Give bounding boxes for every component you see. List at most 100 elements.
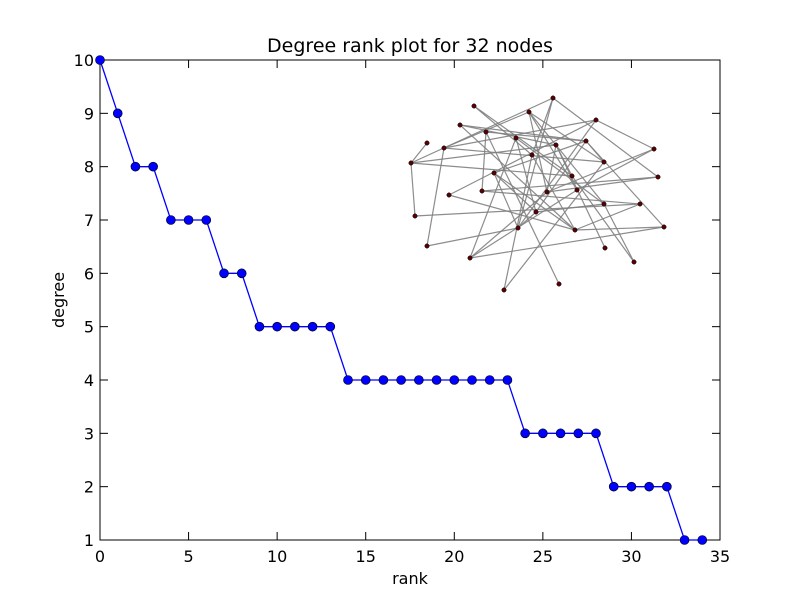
data-point xyxy=(343,375,353,385)
data-point xyxy=(644,481,654,492)
network-edge xyxy=(585,140,665,228)
data-point xyxy=(201,215,212,225)
y-tick-label: 6 xyxy=(84,264,94,283)
network-node xyxy=(583,138,589,144)
data-point xyxy=(697,535,708,545)
network-node xyxy=(602,245,608,251)
data-point xyxy=(272,321,282,332)
network-node xyxy=(526,109,532,115)
network-edge xyxy=(503,154,533,291)
network-node xyxy=(550,95,556,101)
y-tick-label: 10 xyxy=(74,51,94,70)
network-edge xyxy=(459,124,557,146)
network-edge xyxy=(576,148,655,191)
network-edge xyxy=(535,140,587,213)
network-node xyxy=(457,122,463,128)
network-node xyxy=(556,281,562,287)
network-node xyxy=(544,189,550,195)
network-node xyxy=(529,152,535,158)
y-tick-label: 1 xyxy=(84,531,94,550)
network-edge xyxy=(595,119,655,150)
data-point xyxy=(431,375,442,385)
network-node xyxy=(513,135,519,141)
network-node xyxy=(491,170,497,176)
network-edge xyxy=(517,97,554,229)
network-edge xyxy=(473,105,573,177)
network-edge xyxy=(493,172,576,231)
data-point xyxy=(166,215,176,225)
network-edge xyxy=(531,97,554,156)
x-tick-label: 0 xyxy=(95,547,105,566)
plot-area xyxy=(99,59,721,541)
network-edge xyxy=(443,119,597,149)
network-edge xyxy=(555,144,606,249)
data-point xyxy=(325,321,336,332)
y-tick-label: 8 xyxy=(84,158,94,177)
x-axis-label: rank xyxy=(392,569,429,588)
data-point xyxy=(307,321,318,332)
network-node xyxy=(408,160,414,166)
network-edge xyxy=(528,111,605,163)
network-edge xyxy=(485,131,587,142)
data-point xyxy=(555,428,566,439)
data-point xyxy=(360,375,371,385)
network-edge xyxy=(410,142,428,164)
network-edge xyxy=(528,111,605,205)
network-edge xyxy=(481,190,641,205)
x-tick-label: 15 xyxy=(356,547,376,566)
network-node xyxy=(661,224,667,230)
y-tick-label: 9 xyxy=(84,104,94,123)
data-point xyxy=(236,268,247,279)
data-point xyxy=(484,375,495,385)
network-edge xyxy=(459,124,576,231)
network-node xyxy=(441,145,447,151)
network-edge xyxy=(481,131,487,192)
network-edge xyxy=(493,172,537,213)
network-edge xyxy=(528,111,578,191)
network-node xyxy=(574,187,580,193)
data-point xyxy=(467,375,477,385)
network-edge xyxy=(448,194,576,231)
data-point xyxy=(130,161,141,172)
network-edge xyxy=(410,162,573,177)
data-point xyxy=(183,215,194,225)
data-point xyxy=(626,481,637,492)
network-node xyxy=(553,142,559,148)
x-tick-label: 25 xyxy=(533,547,553,566)
network-edge xyxy=(410,97,554,164)
x-tick-label: 20 xyxy=(444,547,464,566)
network-node xyxy=(601,159,607,165)
network-edge xyxy=(469,191,548,259)
network-node xyxy=(424,140,430,146)
network-edge xyxy=(493,140,587,174)
network-edge xyxy=(515,137,605,205)
series-layer xyxy=(95,55,708,545)
data-point xyxy=(290,321,300,332)
network-edge xyxy=(414,203,641,217)
network-edge xyxy=(546,176,659,193)
network-edge xyxy=(603,203,635,263)
network-node xyxy=(651,146,657,152)
network-node xyxy=(471,103,477,109)
y-tick-label: 4 xyxy=(84,371,94,390)
y-tick-label: 3 xyxy=(84,424,94,443)
data-point xyxy=(219,268,229,279)
network-edge xyxy=(469,226,665,259)
data-point xyxy=(662,481,672,492)
network-node xyxy=(467,255,473,261)
network-node xyxy=(483,129,489,135)
x-tick-label: 35 xyxy=(710,547,730,566)
network-node xyxy=(631,259,637,265)
network-node xyxy=(572,227,578,233)
network-edge xyxy=(531,154,576,231)
data-point xyxy=(679,535,690,545)
network-edge xyxy=(574,226,665,231)
network-edge xyxy=(410,162,416,217)
network-edge xyxy=(481,176,659,192)
network-node xyxy=(533,209,539,215)
network-node xyxy=(601,201,607,207)
network-node xyxy=(569,173,575,179)
data-point xyxy=(608,481,619,492)
